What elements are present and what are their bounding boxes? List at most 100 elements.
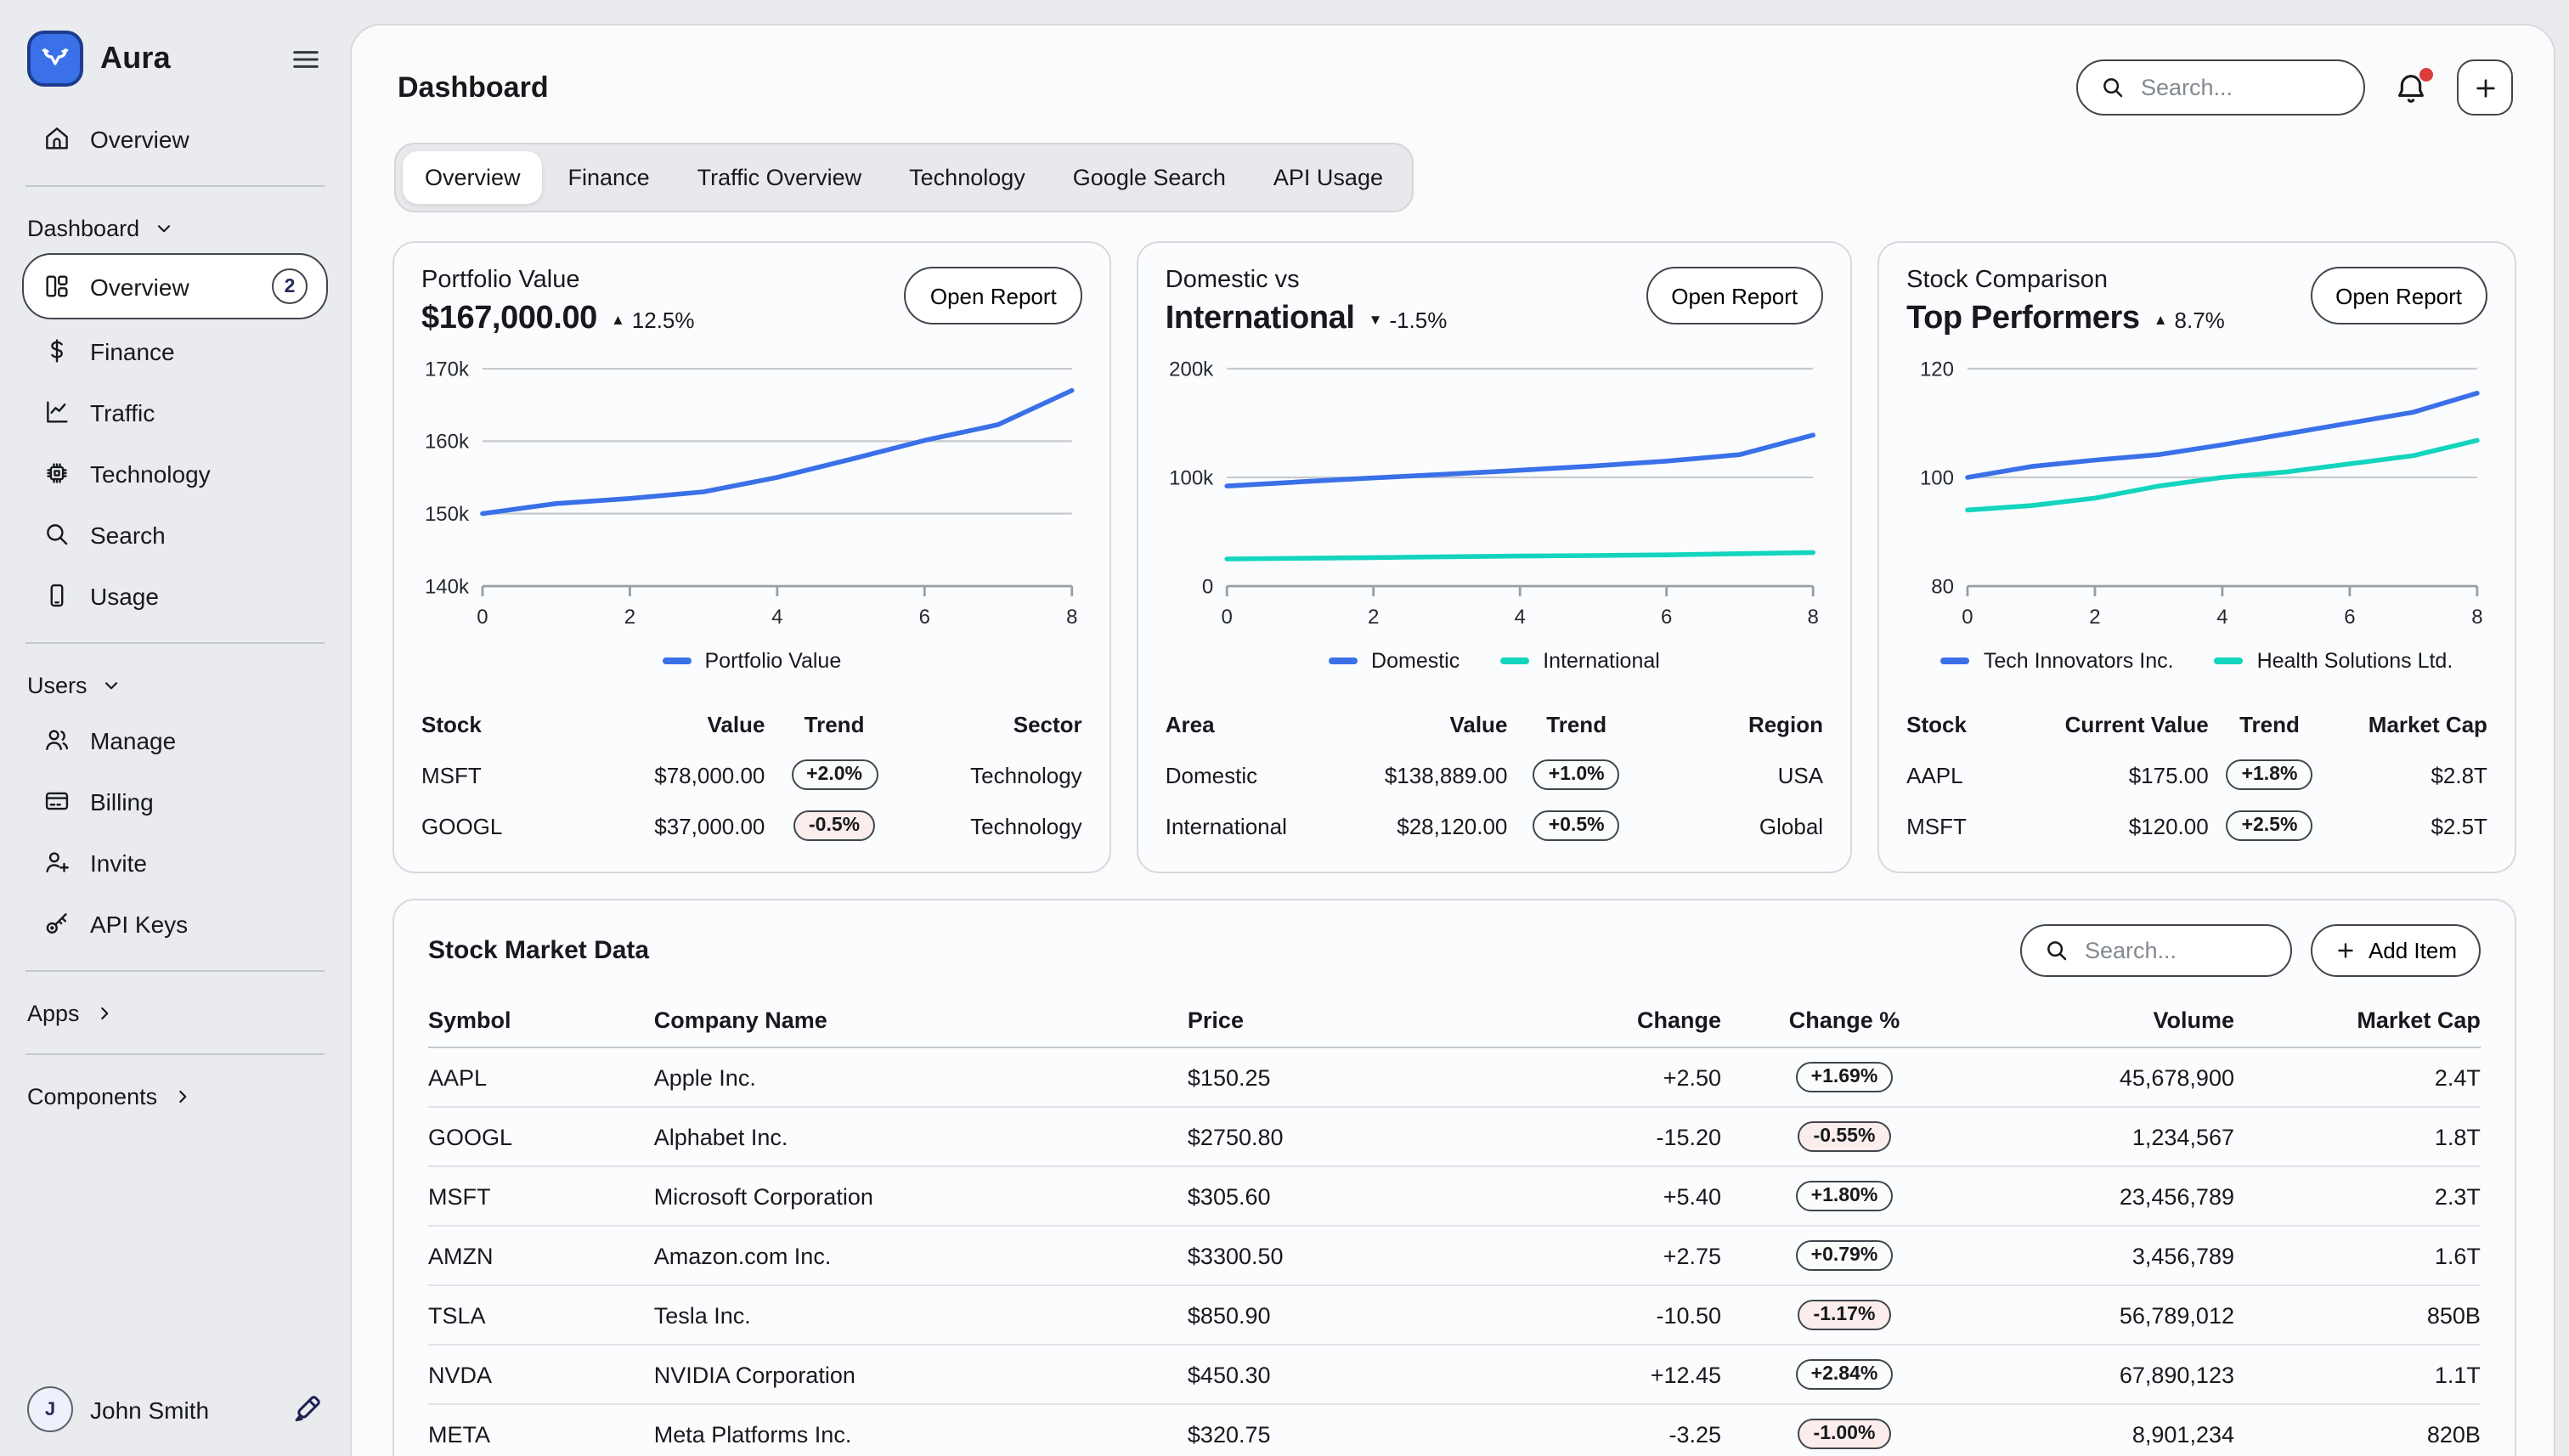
section-label: Apps xyxy=(27,1001,80,1026)
sidebar-item-search[interactable]: Search xyxy=(22,505,328,564)
table-cell: $320.75 xyxy=(1187,1421,1271,1447)
sidebar-section-components[interactable]: Components xyxy=(22,1072,328,1120)
theme-brush-icon[interactable] xyxy=(291,1393,323,1425)
svg-text:120: 120 xyxy=(1920,358,1954,381)
tab-api-usage[interactable]: API Usage xyxy=(1251,151,1405,204)
table-cell: AAPL xyxy=(1906,762,1963,787)
card-stock-comparison: Stock Comparison Top Performers ▲ 8.7% Op… xyxy=(1877,241,2516,873)
stock-table: Symbol Company Name Price Change Change % Vol… xyxy=(428,994,2481,1456)
column-header: Region xyxy=(1747,711,1824,736)
trend-up-icon: ▲ xyxy=(2153,310,2168,328)
tab-overview[interactable]: Overview xyxy=(403,151,543,204)
tab-finance[interactable]: Finance xyxy=(546,151,672,204)
svg-text:100k: 100k xyxy=(1169,466,1214,489)
table-header-row: Area Value Trend Region xyxy=(1166,698,1823,749)
hamburger-menu-icon[interactable] xyxy=(289,42,323,76)
tab-google-search[interactable]: Google Search xyxy=(1051,151,1248,204)
table-row: GOOGL $37,000.00 -0.5% Technology xyxy=(421,800,1082,851)
table-row[interactable]: MSFT Microsoft Corporation $305.60 +5.40 +1.… xyxy=(428,1167,2481,1227)
column-header: Company Name xyxy=(653,1007,827,1033)
notifications-bell-icon[interactable] xyxy=(2392,67,2433,106)
user-name: John Smith xyxy=(90,1396,210,1423)
table-search-input[interactable] xyxy=(2084,938,2268,963)
main-content-card: Dashboard xyxy=(350,24,2555,1456)
table-cell: $37,000.00 xyxy=(654,813,765,838)
column-header: Value xyxy=(1449,711,1508,736)
open-report-button[interactable]: Open Report xyxy=(904,267,1082,324)
card-domestic-international: Domestic vs International ▼ -1.5% Open Re… xyxy=(1136,241,1853,873)
table-row[interactable]: AMZN Amazon.com Inc. $3300.50 +2.75 +0.79% 3,… xyxy=(428,1227,2481,1286)
sidebar-item-overview[interactable]: Overview 2 xyxy=(22,253,328,319)
sidebar-item-manage[interactable]: Manage xyxy=(22,710,328,770)
table-row[interactable]: GOOGL Alphabet Inc. $2750.80 -15.20 -0.55% 1,… xyxy=(428,1108,2481,1167)
card-trend: ▲ 8.7% xyxy=(2153,307,2225,332)
search-input[interactable] xyxy=(2141,75,2341,100)
table-cell: -15.20 xyxy=(1656,1124,1722,1149)
add-item-button[interactable]: Add Item xyxy=(2310,924,2481,977)
sidebar-item-technology[interactable]: Technology xyxy=(22,443,328,503)
tab-technology[interactable]: Technology xyxy=(887,151,1047,204)
chart-legend: Tech Innovators Inc. Health Solutions Ltd… xyxy=(1906,644,2487,678)
table-row[interactable]: META Meta Platforms Inc. $320.75 -3.25 -1.00… xyxy=(428,1405,2481,1456)
table-cell: GOOGL xyxy=(428,1124,513,1149)
table-cell: $120.00 xyxy=(2128,813,2209,838)
table-cell: 850B xyxy=(2426,1302,2481,1328)
sidebar-item-billing[interactable]: Billing xyxy=(22,771,328,831)
sidebar-nav: Overview Dashboard Overview 2 Finance Traffic… xyxy=(22,107,328,1120)
table-cell: +2.50 xyxy=(1663,1064,1722,1090)
sidebar-item-invite[interactable]: Invite xyxy=(22,832,328,892)
svg-text:150k: 150k xyxy=(425,503,470,526)
sidebar-item-overview[interactable]: Overview xyxy=(22,109,328,168)
table-cell: NVDA xyxy=(428,1362,493,1387)
trend-pill: -1.17% xyxy=(1798,1300,1891,1330)
page-header: Dashboard xyxy=(392,53,2516,143)
sidebar-section-users[interactable]: Users xyxy=(22,661,328,708)
sidebar-section-dashboard[interactable]: Dashboard xyxy=(22,204,328,251)
add-new-button[interactable] xyxy=(2457,59,2513,116)
table-cell: 2.4T xyxy=(2434,1064,2481,1090)
trend-pill: +0.5% xyxy=(1533,810,1620,841)
aura-logo-icon xyxy=(27,31,83,87)
column-header: Trend xyxy=(1546,711,1607,736)
global-search[interactable] xyxy=(2076,59,2365,116)
plus-icon xyxy=(2476,78,2494,97)
section-label: Components xyxy=(27,1084,158,1109)
table-cell: 67,890,123 xyxy=(2119,1362,2234,1387)
sidebar-item-label: Billing xyxy=(90,787,154,815)
trend-pill: +2.84% xyxy=(1795,1359,1894,1390)
open-report-button[interactable]: Open Report xyxy=(2310,267,2487,324)
sidebar-user[interactable]: J John Smith xyxy=(22,1376,328,1436)
card-trend: ▲ 12.5% xyxy=(610,307,695,332)
legend-item: Health Solutions Ltd. xyxy=(2214,649,2453,673)
legend-swatch xyxy=(1940,657,1970,664)
table-cell: $78,000.00 xyxy=(654,762,765,787)
tab-traffic-overview[interactable]: Traffic Overview xyxy=(675,151,884,204)
table-cell: Meta Platforms Inc. xyxy=(653,1421,852,1447)
table-row[interactable]: TSLA Tesla Inc. $850.90 -10.50 -1.17% 56,789,… xyxy=(428,1286,2481,1346)
column-header: Trend xyxy=(2239,711,2300,736)
table-cell: $2750.80 xyxy=(1187,1124,1284,1149)
card-title: Domestic vs xyxy=(1165,267,1300,294)
table-cell: 1.6T xyxy=(2434,1243,2481,1268)
sidebar-item-api-keys[interactable]: API Keys xyxy=(22,894,328,953)
sidebar-item-label: Usage xyxy=(90,582,159,609)
svg-text:200k: 200k xyxy=(1169,358,1214,381)
table-row[interactable]: NVDA NVIDIA Corporation $450.30 +12.45 +2.84… xyxy=(428,1346,2481,1405)
sidebar-item-usage[interactable]: Usage xyxy=(22,566,328,625)
svg-text:0: 0 xyxy=(477,606,488,629)
table-cell: Technology xyxy=(970,813,1082,838)
table-search[interactable] xyxy=(2019,924,2292,977)
sidebar-section-apps[interactable]: Apps xyxy=(22,989,328,1036)
svg-text:0: 0 xyxy=(1221,606,1232,629)
table-cell: International xyxy=(1165,813,1287,838)
column-header: Sector xyxy=(1013,711,1082,736)
svg-text:8: 8 xyxy=(2471,606,2482,629)
table-row[interactable]: AAPL Apple Inc. $150.25 +2.50 +1.69% 45,678,9… xyxy=(428,1048,2481,1108)
open-report-button[interactable]: Open Report xyxy=(1646,267,1824,324)
column-header: Change xyxy=(1637,1007,1722,1033)
sidebar-item-finance[interactable]: Finance xyxy=(22,321,328,381)
area-table: Area Value Trend Region Domestic $138,889.00 +… xyxy=(1166,698,1823,851)
sidebar-item-traffic[interactable]: Traffic xyxy=(22,382,328,442)
column-header: Market Cap xyxy=(2368,711,2487,736)
table-cell: 2.3T xyxy=(2434,1183,2481,1209)
